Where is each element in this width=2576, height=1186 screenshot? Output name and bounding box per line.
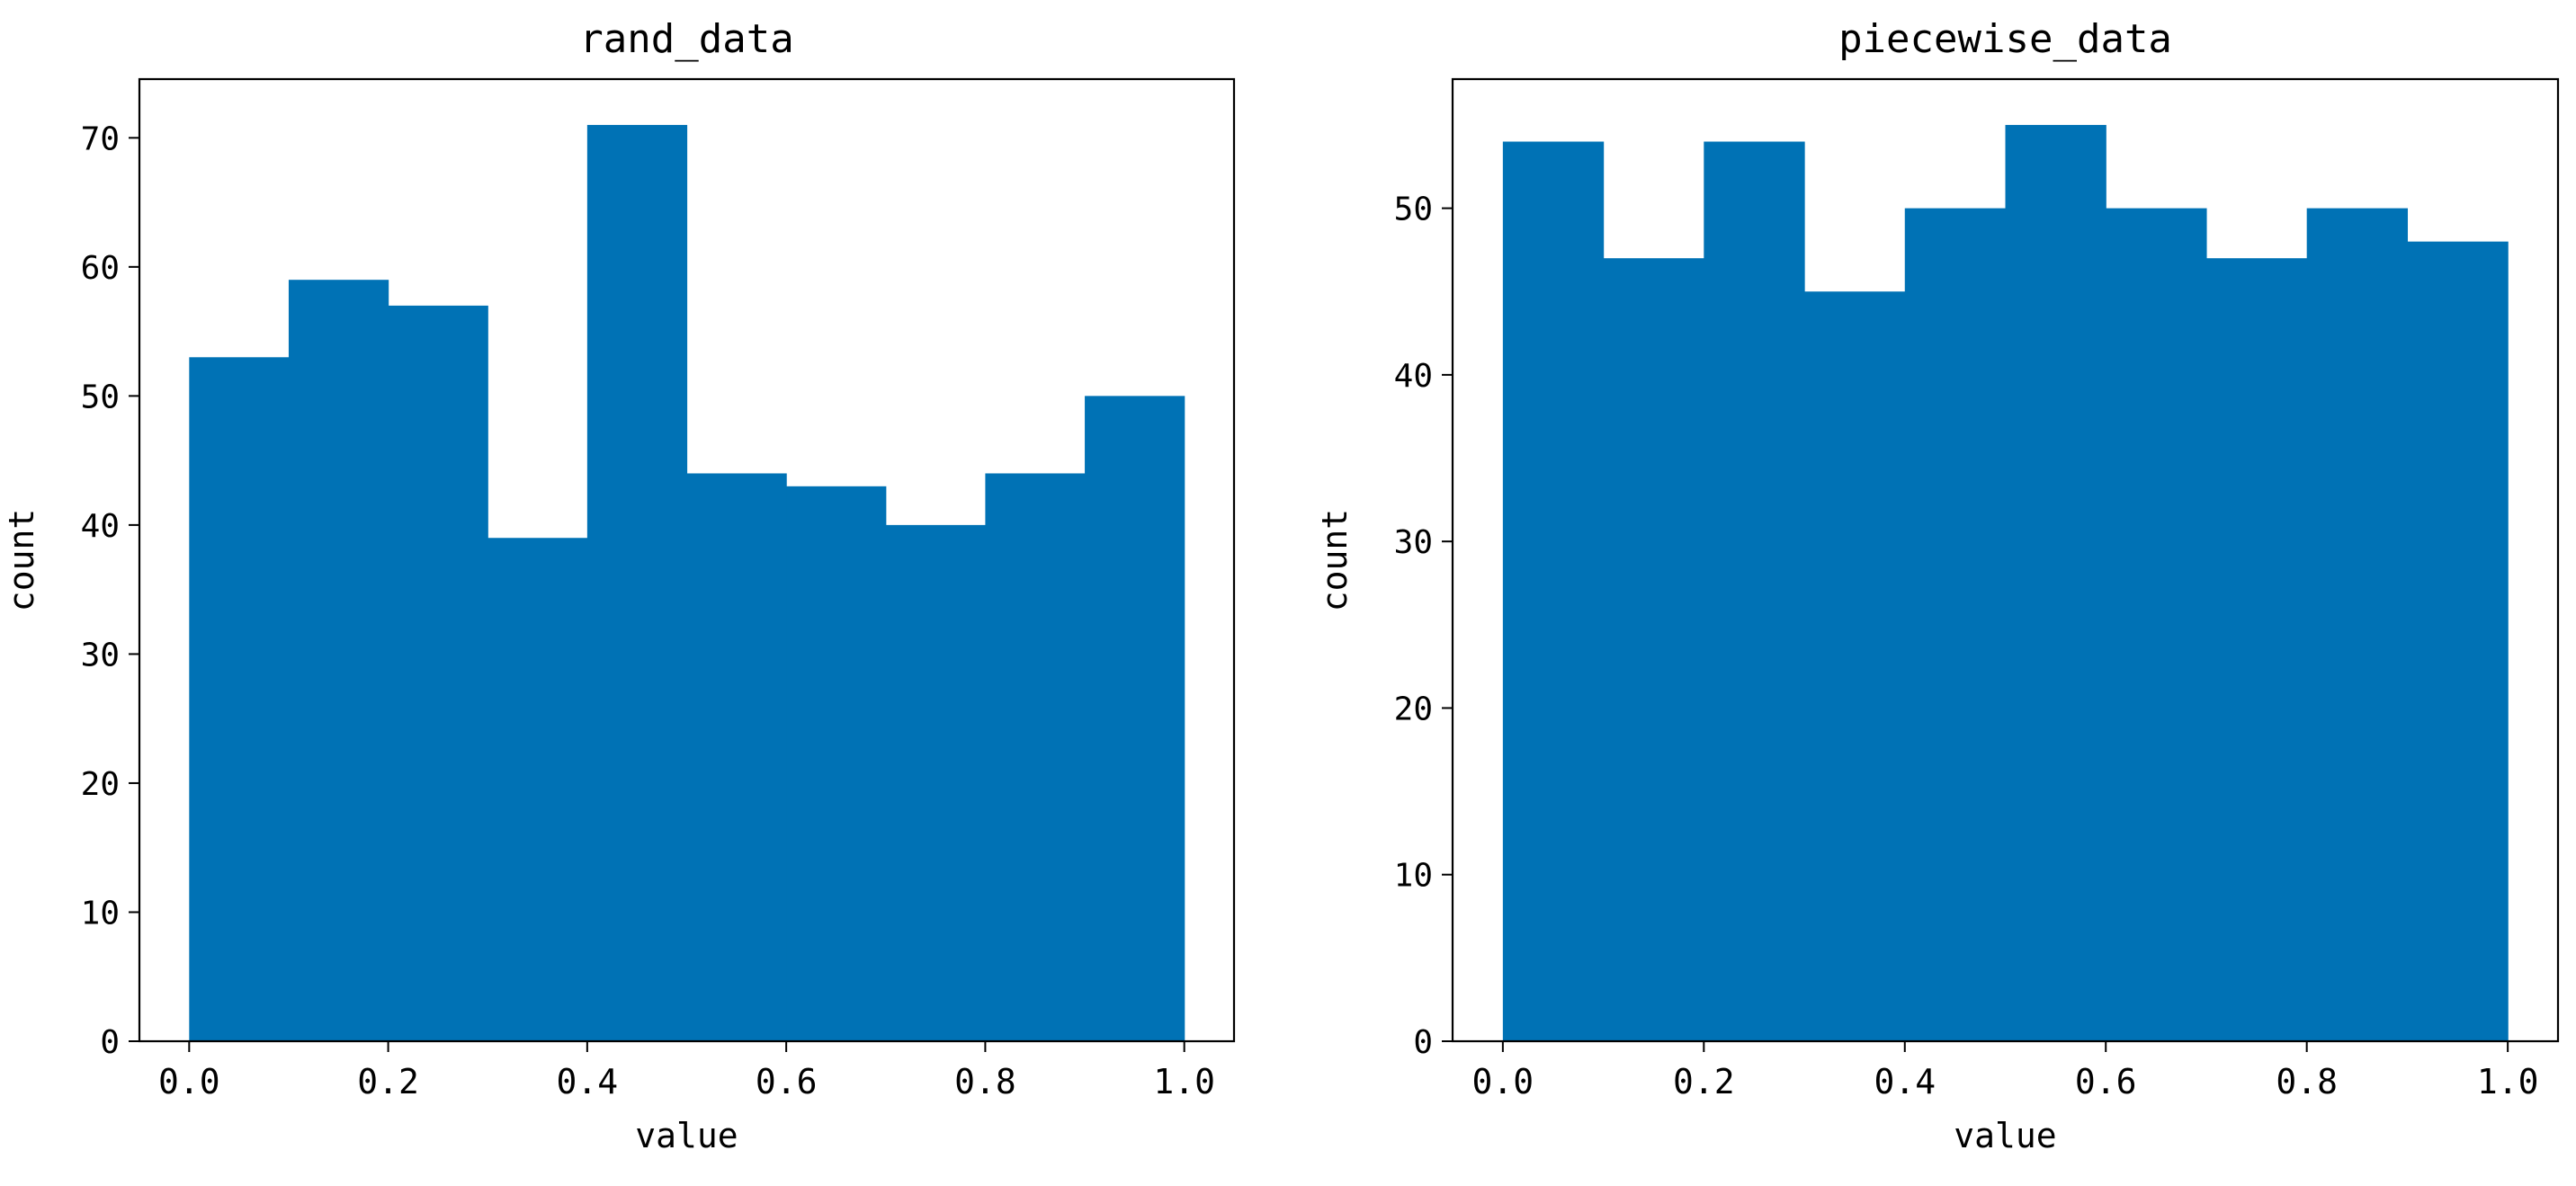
rand-histogram-bar-6 (786, 486, 887, 1041)
piecewise-y-tick-label-4: 40 (1394, 358, 1433, 395)
piecewise-data-panel: 0.0 0.2 0.4 0.6 0.8 1.0 0 10 20 30 40 50 piecewise_d… (1315, 16, 2560, 1155)
rand-x-tick-label-0: 0.0 (158, 1062, 220, 1101)
rand-histogram-bar-3 (487, 538, 588, 1041)
rand-x-tick-label-1: 0.2 (357, 1062, 419, 1101)
piecewise-histogram-bar-7 (2205, 258, 2308, 1041)
rand-y-tick-label-5: 50 (81, 379, 120, 415)
rand-histogram-bar-9 (1085, 396, 1185, 1041)
rand-y-tick-label-3: 30 (81, 637, 120, 673)
piecewise-histogram-bar-5 (2005, 124, 2106, 1041)
piecewise-x-tick-label-5: 1.0 (2477, 1062, 2539, 1101)
rand-x-tick-label-3: 0.6 (756, 1062, 818, 1101)
rand-y-tick-label-0: 0 (100, 1024, 120, 1061)
piecewise-y-tick-label-2: 20 (1394, 691, 1433, 727)
rand-histogram-bar-8 (985, 473, 1086, 1041)
piecewise-chart-title: piecewise_data (1838, 16, 2172, 62)
rand-histogram-bar-2 (388, 305, 488, 1041)
piecewise-x-tick-label-2: 0.4 (1874, 1062, 1936, 1101)
rand-x-tick-label-4: 0.8 (954, 1062, 1016, 1101)
rand-x-tick-label-5: 1.0 (1153, 1062, 1215, 1101)
piecewise-x-tick-label-4: 0.8 (2276, 1062, 2338, 1101)
rand-histogram-bar-5 (686, 473, 787, 1041)
rand-y-tick-label-6: 60 (81, 250, 120, 287)
piecewise-histogram-bar-8 (2306, 208, 2409, 1042)
rand-chart-title: rand_data (579, 16, 793, 62)
piecewise-histogram-bar-6 (2106, 208, 2207, 1042)
rand-y-tick-label-4: 40 (81, 508, 120, 545)
rand-y-tick-label-2: 20 (81, 766, 120, 803)
rand-histogram-bar-0 (189, 357, 290, 1041)
piecewise-histogram-bar-9 (2407, 241, 2509, 1041)
rand-data-panel: 0.0 0.2 0.4 0.6 0.8 1.0 0 10 20 30 40 50 60 70 rand_da… (2, 16, 1236, 1155)
rand-y-axis-label: count (2, 509, 41, 611)
piecewise-axes-frame (1451, 77, 2560, 1043)
rand-histogram-bar-4 (586, 124, 688, 1041)
rand-axes-frame (138, 77, 1236, 1043)
rand-y-tick-label-7: 70 (81, 120, 120, 157)
piecewise-x-tick-label-0: 0.0 (1472, 1062, 1534, 1101)
piecewise-histogram-bar-1 (1603, 258, 1704, 1041)
piecewise-y-tick-label-3: 30 (1394, 524, 1433, 561)
rand-x-tick-label-2: 0.4 (557, 1062, 619, 1101)
piecewise-y-tick-label-1: 10 (1394, 858, 1433, 895)
piecewise-histogram-bar-0 (1502, 141, 1605, 1042)
piecewise-x-tick-label-3: 0.6 (2075, 1062, 2137, 1101)
piecewise-y-tick-label-0: 0 (1413, 1024, 1433, 1061)
rand-histogram-bar-1 (288, 280, 389, 1041)
piecewise-y-tick-label-5: 50 (1394, 192, 1433, 228)
piecewise-histogram-bar-4 (1904, 208, 2007, 1042)
piecewise-x-tick-label-1: 0.2 (1673, 1062, 1735, 1101)
piecewise-histogram-bar-2 (1704, 141, 1805, 1042)
piecewise-histogram-bar-3 (1804, 291, 1906, 1042)
rand-y-tick-label-1: 10 (81, 895, 120, 932)
rand-histogram-bar-7 (885, 524, 987, 1041)
piecewise-x-axis-label: value (1954, 1116, 2056, 1155)
piecewise-y-axis-label: count (1315, 509, 1355, 611)
rand-x-axis-label: value (635, 1116, 738, 1155)
